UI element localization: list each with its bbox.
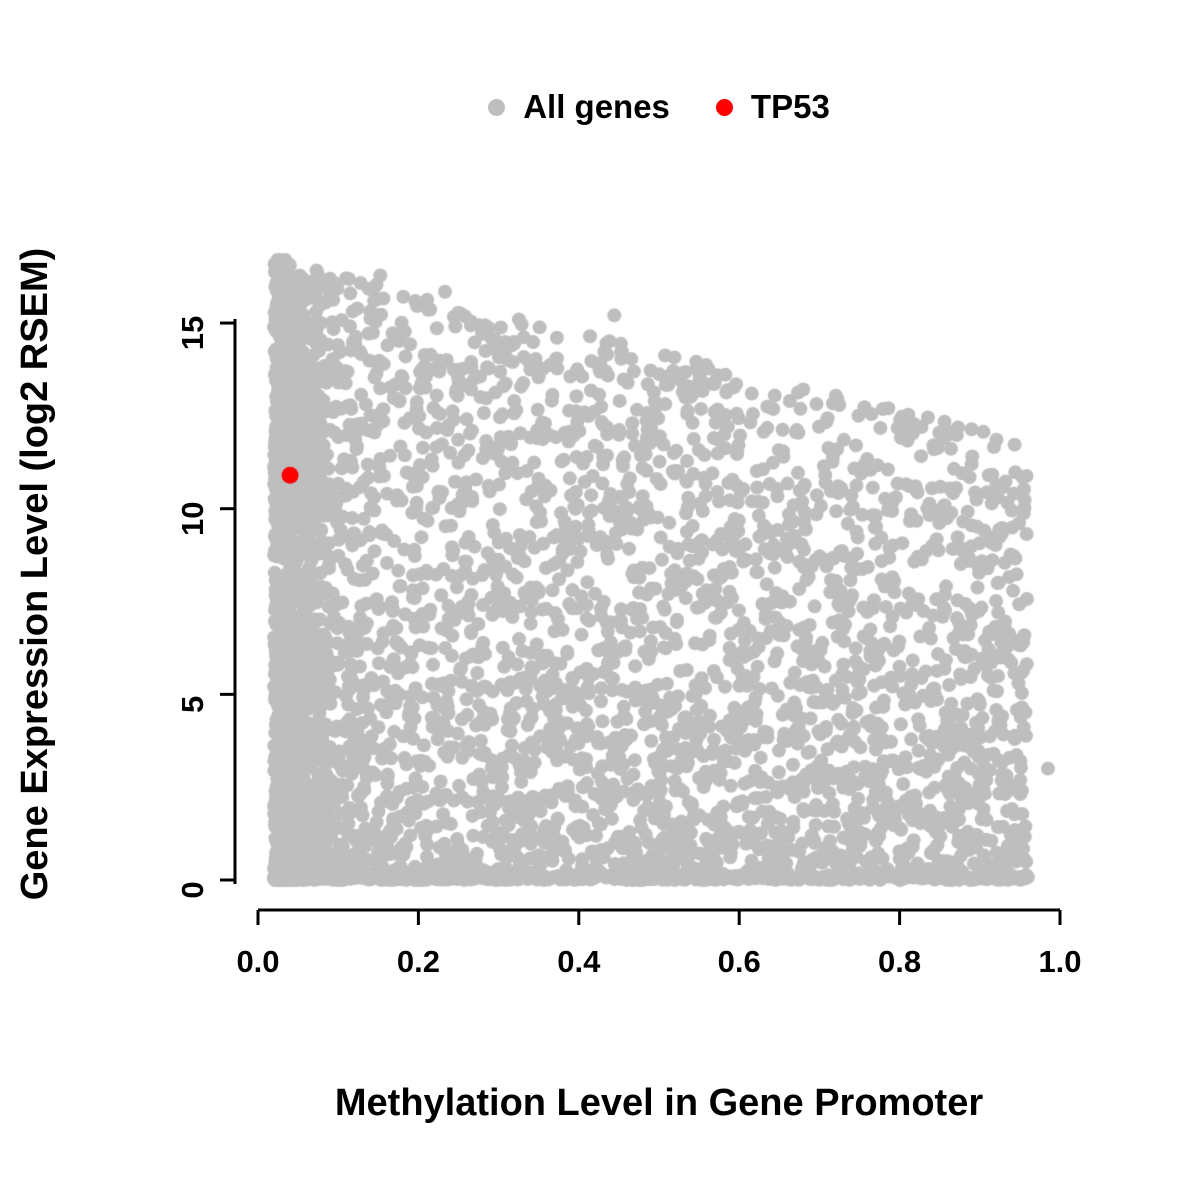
x-tick-label: 0.2: [397, 944, 440, 979]
x-tick-label: 0.4: [557, 944, 601, 979]
tp53-dot-icon: [715, 98, 733, 116]
legend-label-tp53: TP53: [750, 88, 830, 125]
legend-item-tp53: TP53: [715, 88, 830, 126]
x-tick-label: 0.6: [718, 944, 761, 979]
y-tick-label: 5: [175, 696, 210, 713]
y-tick-label: 15: [175, 316, 210, 350]
x-tick-label: 0.8: [878, 944, 921, 979]
x-tick-label: 1.0: [1038, 944, 1081, 979]
x-axis-title: Methylation Level in Gene Promoter: [334, 1082, 984, 1124]
y-axis-title-text: Gene Expression Level (log2 RSEM): [14, 247, 56, 901]
legend-label-all-genes: All genes: [523, 88, 670, 125]
x-tick-label: 0.0: [236, 944, 279, 979]
all-genes-dot-icon: [488, 98, 506, 116]
y-tick-label: 0: [175, 881, 210, 898]
y-tick-label: 10: [175, 501, 210, 535]
legend-item-all-genes: All genes: [488, 88, 670, 126]
legend: All genes TP53: [258, 88, 1060, 126]
